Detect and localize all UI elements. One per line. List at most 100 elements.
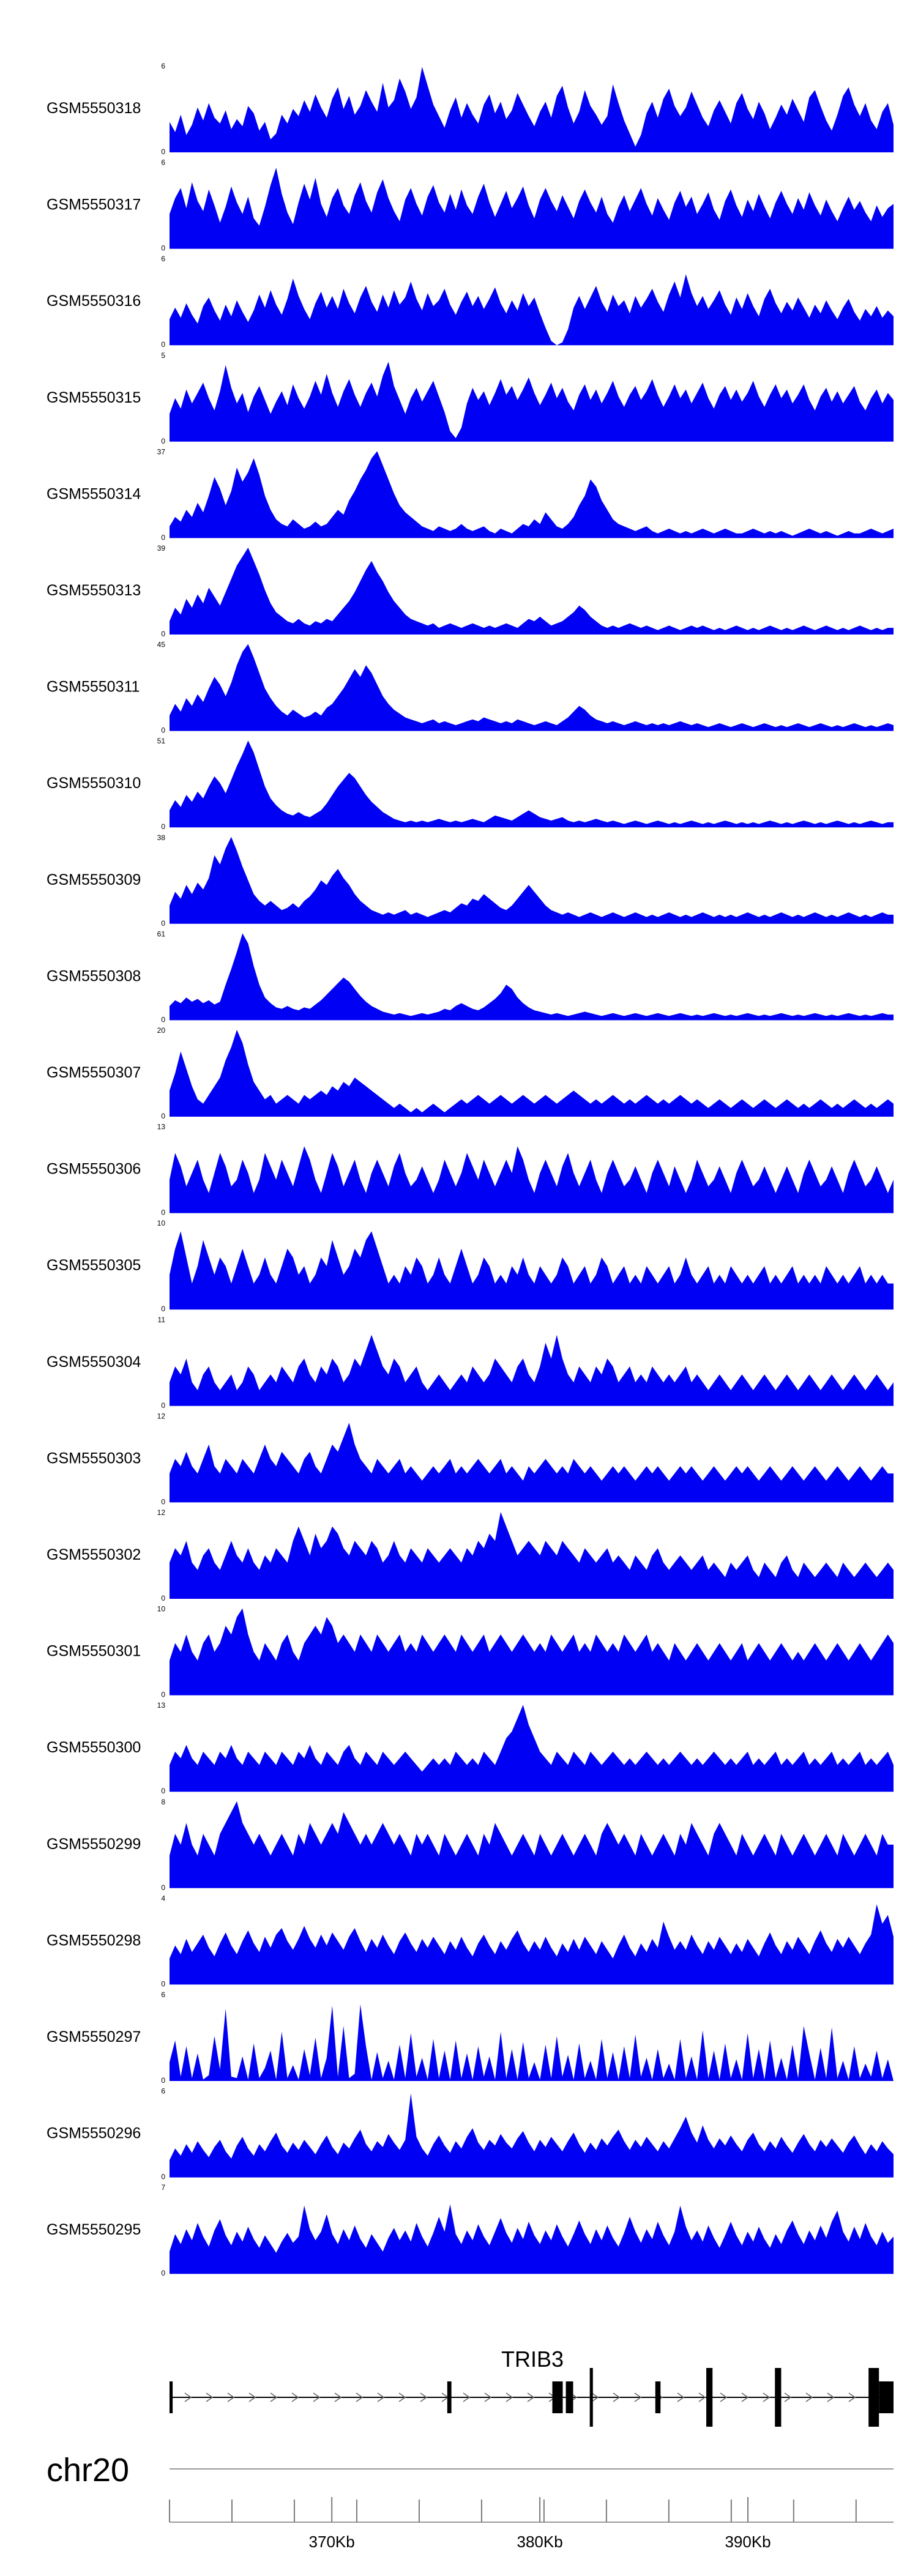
track-label: GSM5550304 <box>47 1353 141 1371</box>
track-ymin-label: 0 <box>161 1305 165 1313</box>
chromosome-label: chr20 <box>47 2452 129 2489</box>
strand-arrow <box>591 2392 599 2402</box>
track-label: GSM5550309 <box>47 871 141 888</box>
exon <box>775 2368 782 2427</box>
coverage-area <box>170 1335 894 1406</box>
exon <box>447 2381 452 2413</box>
track-label: GSM5550300 <box>47 1739 141 1756</box>
track-ymax-label: 12 <box>157 1412 166 1420</box>
coverage-track: GSM5550305 10 0 <box>47 1219 894 1313</box>
coverage-track: GSM5550308 61 0 <box>47 929 894 1024</box>
strand-arrow <box>784 2392 792 2402</box>
track-ymax-label: 13 <box>157 1701 166 1710</box>
strand-arrow <box>613 2392 621 2402</box>
coverage-track: GSM5550318 6 0 <box>47 62 894 156</box>
track-ymin-label: 0 <box>161 726 165 735</box>
track-ymin-label: 0 <box>161 437 165 445</box>
track-ymin-label: 0 <box>161 630 165 638</box>
exon <box>868 2368 879 2427</box>
coverage-area <box>170 1231 894 1310</box>
strand-arrow <box>291 2392 299 2402</box>
strand-arrow <box>527 2392 535 2402</box>
strand-arrow <box>741 2392 749 2402</box>
strand-arrow <box>720 2392 728 2402</box>
coverage-area <box>170 2004 894 2081</box>
track-ymin-label: 0 <box>161 340 165 349</box>
coverage-track: GSM5550300 13 0 <box>47 1701 894 1795</box>
track-ymin-label: 0 <box>161 1401 165 1410</box>
track-label: GSM5550317 <box>47 196 141 214</box>
track-ymax-label: 5 <box>161 351 165 360</box>
coverage-track: GSM5550301 10 0 <box>47 1605 894 1699</box>
track-label: GSM5550295 <box>47 2221 141 2238</box>
coverage-area <box>170 451 894 538</box>
coverage-track: GSM5550317 6 0 <box>47 158 894 253</box>
track-label: GSM5550306 <box>47 1161 141 1178</box>
track-label: GSM5550297 <box>47 2028 141 2046</box>
track-ymax-label: 12 <box>157 1508 166 1517</box>
coverage-area <box>170 836 894 924</box>
coverage-track: GSM5550313 39 0 <box>47 544 894 638</box>
track-ymin-label: 0 <box>161 1015 165 1024</box>
track-label: GSM5550308 <box>47 967 141 985</box>
track-ymin-label: 0 <box>161 1979 165 1988</box>
exon <box>879 2381 894 2413</box>
track-ymax-label: 11 <box>158 1316 166 1324</box>
exon <box>655 2381 661 2413</box>
tick-label: 390Kb <box>725 2533 771 2551</box>
track-ymax-label: 13 <box>157 1123 166 1131</box>
coverage-track: GSM5550316 6 0 <box>47 255 894 349</box>
coverage-area <box>170 362 894 442</box>
strand-arrow <box>184 2392 192 2402</box>
coverage-track: GSM5550297 6 0 <box>47 1990 894 2085</box>
coverage-track: GSM5550309 38 0 <box>47 833 894 928</box>
coverage-track: GSM5550306 13 0 <box>47 1123 894 1217</box>
exon <box>170 2381 173 2413</box>
coverage-area <box>170 1801 894 1888</box>
coverage-area <box>170 644 894 731</box>
track-label: GSM5550296 <box>47 2125 141 2142</box>
strand-arrow <box>248 2392 256 2402</box>
track-ymin-label: 0 <box>161 1787 165 1795</box>
track-label: GSM5550307 <box>47 1064 141 1081</box>
coverage-area <box>170 274 894 346</box>
track-ymin-label: 0 <box>161 2076 165 2085</box>
coverage-area <box>170 1608 894 1696</box>
coverage-track: GSM5550307 20 0 <box>47 1026 894 1120</box>
track-ymax-label: 6 <box>161 1990 165 1999</box>
axis-ticks: 370Kb 380Kb 390Kb <box>169 2468 894 2551</box>
exon <box>565 2381 573 2413</box>
track-ymin-label: 0 <box>161 822 165 831</box>
coverage-area <box>170 1705 894 1792</box>
coverage-area <box>170 67 894 153</box>
strand-arrow <box>420 2392 428 2402</box>
coverage-area <box>170 1423 894 1503</box>
exon <box>589 2368 593 2427</box>
strand-arrow <box>805 2392 813 2402</box>
track-ymin-label: 0 <box>161 2269 165 2277</box>
strand-arrow <box>398 2392 406 2402</box>
coverage-track: GSM5550303 12 0 <box>47 1412 894 1506</box>
strand-arrow <box>227 2392 235 2402</box>
track-ymax-label: 38 <box>157 833 166 842</box>
coverage-area <box>170 933 894 1021</box>
coverage-track: GSM5550296 6 0 <box>47 2087 894 2181</box>
coverage-track: GSM5550302 12 0 <box>47 1508 894 1603</box>
strand-arrow <box>377 2392 385 2402</box>
strand-arrow <box>763 2392 771 2402</box>
track-ymax-label: 6 <box>161 255 165 263</box>
coverage-track: GSM5550298 4 0 <box>47 1894 894 1988</box>
coverage-area <box>170 1904 894 1985</box>
track-ymax-label: 6 <box>161 62 165 70</box>
track-ymin-label: 0 <box>161 1208 165 1217</box>
track-ymax-label: 45 <box>157 641 166 649</box>
coverage-tracks: GSM555031860GSM555031760GSM555031660GSM5… <box>47 62 894 2277</box>
strand-arrow <box>463 2392 471 2402</box>
track-label: GSM5550313 <box>47 582 141 599</box>
coverage-area <box>170 548 894 635</box>
track-ymin-label: 0 <box>161 1497 165 1506</box>
track-ymax-label: 6 <box>161 158 165 167</box>
coverage-track: GSM5550311 45 0 <box>47 641 894 735</box>
track-label: GSM5550298 <box>47 1932 141 1949</box>
strand-arrow <box>677 2392 685 2402</box>
